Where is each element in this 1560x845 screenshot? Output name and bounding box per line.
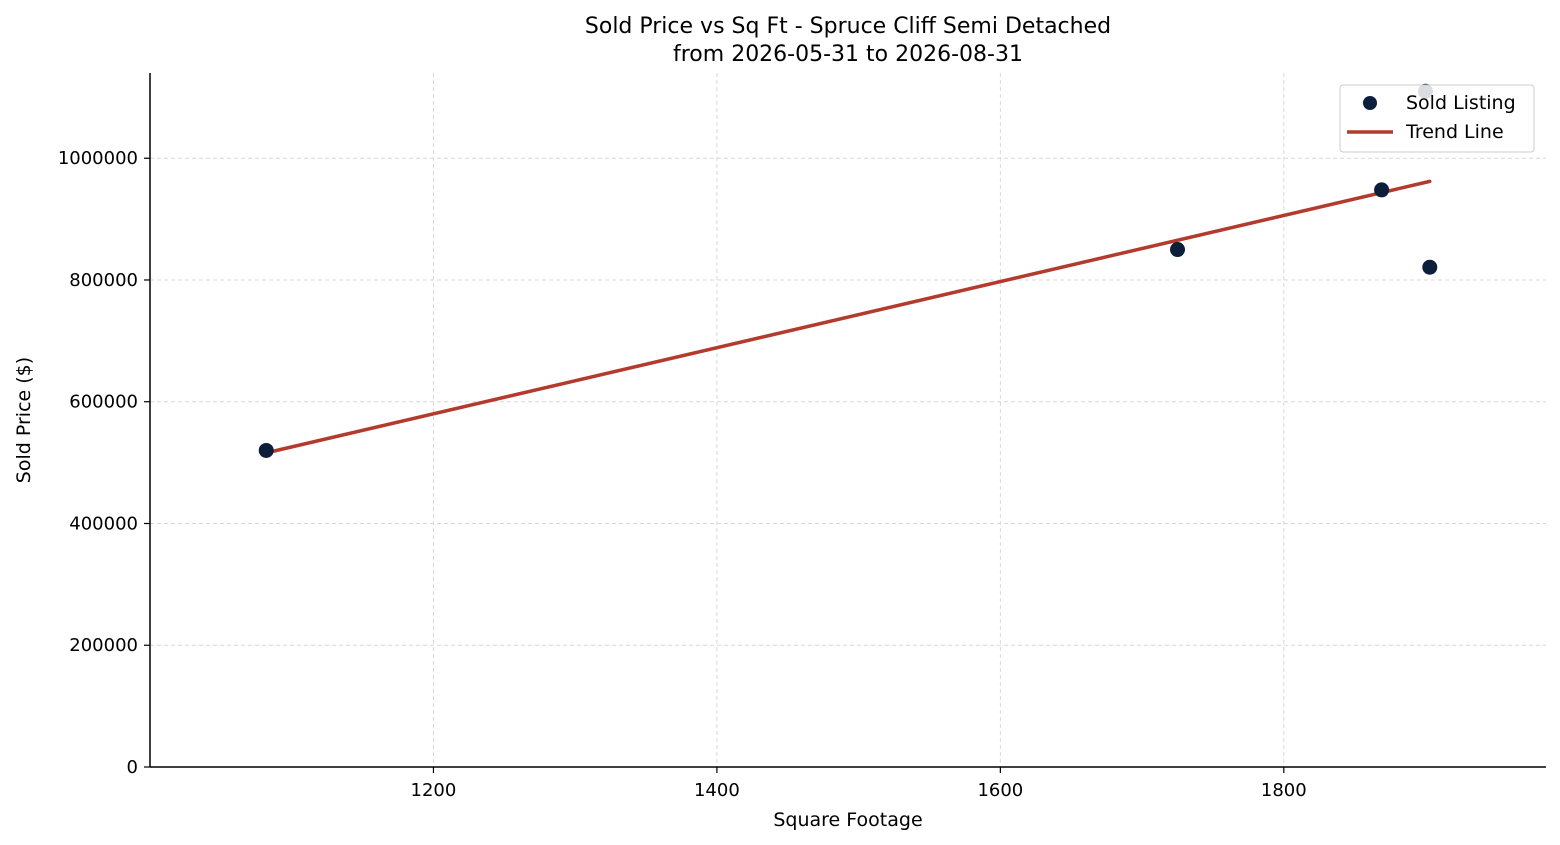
y-axis-label: Sold Price ($) bbox=[13, 357, 35, 483]
trend-line-layer bbox=[264, 179, 1432, 455]
x-tick-label: 1200 bbox=[411, 780, 457, 801]
y-tick-label: 1000000 bbox=[58, 148, 138, 169]
x-tick-label: 1400 bbox=[694, 780, 740, 801]
scatter-points-layer bbox=[258, 83, 1438, 458]
legend-label-trend-line: Trend Line bbox=[1405, 121, 1504, 143]
y-tick-label: 200000 bbox=[69, 635, 138, 656]
legend-label-sold-listing: Sold Listing bbox=[1406, 92, 1516, 114]
axis-ticks: 1200 1400 1600 1800 0 200000 400000 600000 80000… bbox=[58, 148, 1307, 801]
data-point bbox=[1374, 182, 1390, 198]
x-axis-label: Square Footage bbox=[773, 809, 922, 831]
y-tick-label: 800000 bbox=[69, 270, 138, 291]
legend: Sold Listing Trend Line bbox=[1339, 84, 1535, 153]
x-tick-label: 1600 bbox=[977, 780, 1023, 801]
chart-title: Sold Price vs Sq Ft - Spruce Cliff Semi … bbox=[585, 14, 1111, 39]
data-point bbox=[258, 442, 274, 458]
grid bbox=[150, 73, 1546, 767]
y-tick-label: 0 bbox=[127, 757, 138, 778]
x-tick-label: 1800 bbox=[1261, 780, 1307, 801]
trend-line bbox=[264, 179, 1432, 455]
y-tick-label: 400000 bbox=[69, 513, 138, 534]
y-tick-label: 600000 bbox=[69, 392, 138, 413]
data-point bbox=[1170, 242, 1186, 258]
legend-marker-sold-listing bbox=[1363, 96, 1377, 110]
data-point bbox=[1422, 259, 1438, 275]
legend-box bbox=[1339, 84, 1535, 153]
chart-subtitle: from 2026-05-31 to 2026-08-31 bbox=[673, 42, 1023, 67]
